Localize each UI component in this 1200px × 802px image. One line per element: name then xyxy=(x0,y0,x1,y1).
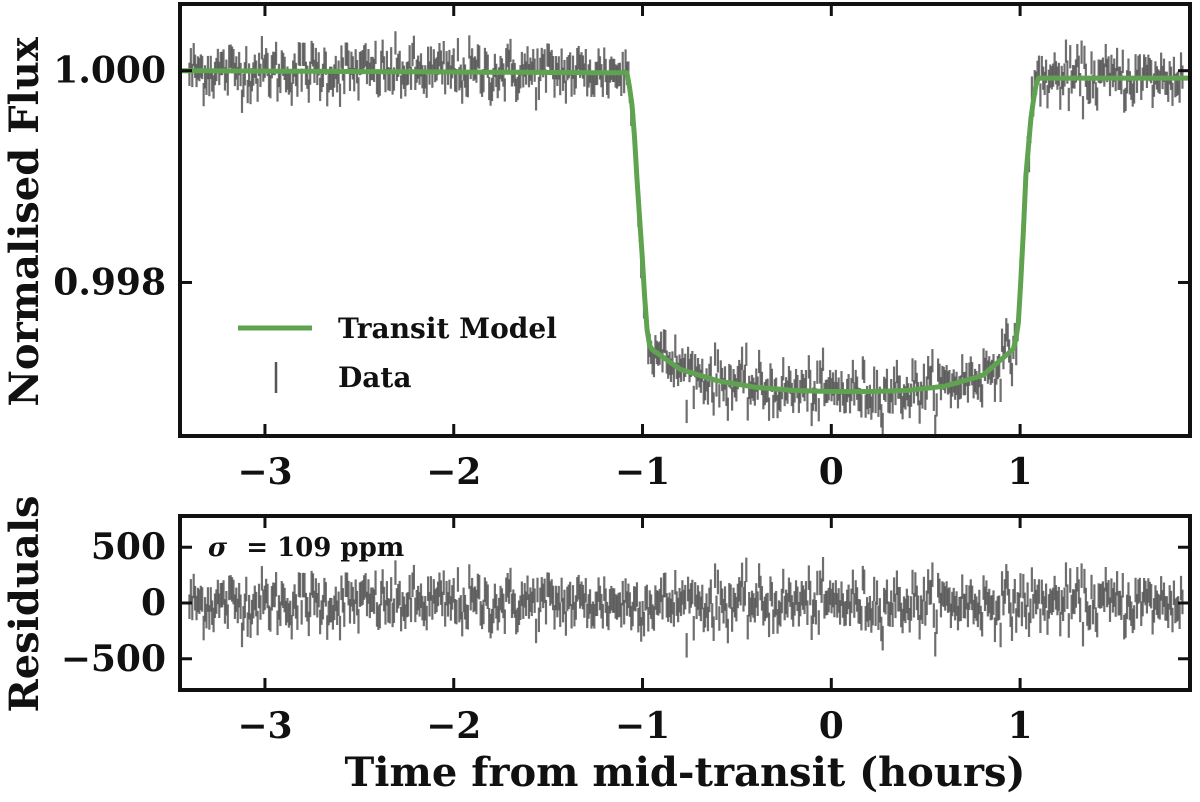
legend-data-label: Data xyxy=(338,361,412,394)
y-tick-label: 0 xyxy=(141,582,166,624)
transit-model-line xyxy=(180,68,1190,394)
residuals-axis-title: Residuals xyxy=(1,495,48,712)
sigma-symbol: σ xyxy=(208,533,228,563)
bottom-plot-frame xyxy=(178,514,1192,692)
time-axis-title: Time from mid-transit (hours) xyxy=(345,749,1026,796)
x-tick-label: −2 xyxy=(426,705,481,747)
top-plot-frame xyxy=(178,2,1192,438)
x-tick-label: −3 xyxy=(237,705,292,747)
y-tick-label: 0.998 xyxy=(53,261,166,303)
y-tick-label: 500 xyxy=(91,526,166,568)
x-tick-label: 1 xyxy=(1008,451,1033,493)
bottom-x-tick-labels: −3 −2 −1 0 1 xyxy=(237,705,1032,747)
light-curve-panel: −3 −2 −1 0 1 1.000 0.998 Normalised Flux Tran… xyxy=(1,2,1192,493)
top-x-tick-labels: −3 −2 −1 0 1 xyxy=(237,451,1032,493)
sigma-value: = 109 ppm xyxy=(246,533,404,563)
x-tick-label: 0 xyxy=(819,705,844,747)
top-y-tick-labels: 1.000 0.998 xyxy=(53,50,166,304)
x-tick-label: −1 xyxy=(615,705,670,747)
x-tick-label: 1 xyxy=(1008,705,1033,747)
y-tick-label: −500 xyxy=(61,638,166,680)
y-tick-label: 1.000 xyxy=(53,50,166,92)
sigma-annotation: σ = 109 ppm xyxy=(208,533,404,563)
legend-model-label: Transit Model xyxy=(338,312,557,345)
bottom-y-tick-labels: 500 0 −500 xyxy=(61,526,166,680)
x-tick-label: −3 xyxy=(237,451,292,493)
flux-axis-title: Normalised Flux xyxy=(1,36,48,406)
legend: Transit Model Data xyxy=(238,312,557,394)
x-tick-label: −2 xyxy=(426,451,481,493)
residual-data-series xyxy=(188,556,1184,658)
x-tick-label: −1 xyxy=(615,451,670,493)
x-tick-label: 0 xyxy=(819,451,844,493)
